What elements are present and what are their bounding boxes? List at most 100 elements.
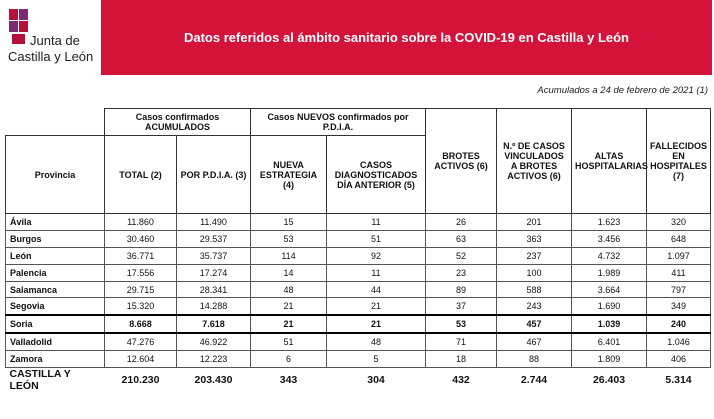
- cell: 8.668: [104, 314, 177, 335]
- date-note: Acumulados a 24 de febrero de 2021 (1): [537, 85, 708, 96]
- row-label: León: [5, 246, 105, 265]
- table-row: León 36.771 35.737 114 92 52 237 4.732 1.097: [5, 246, 711, 265]
- cell: 363: [496, 229, 572, 248]
- table-row: Zamora 12.604 12.223 6 5 18 88 1.809 406: [5, 350, 711, 369]
- cell: 28.341: [176, 280, 251, 299]
- row-label: Soria: [5, 314, 105, 335]
- logo-text: Castilla y León: [8, 49, 94, 64]
- cell: 1.989: [571, 263, 647, 282]
- cell: 12.604: [104, 350, 177, 369]
- group-header: Casos NUEVOS confirmados por P.D.I.A.: [250, 108, 426, 136]
- cell: 35.737: [176, 246, 251, 265]
- cell: 53: [250, 229, 327, 248]
- cell: 5: [326, 350, 426, 369]
- cell: 71: [425, 332, 497, 352]
- blank-cell: [5, 108, 105, 136]
- cell: 89: [425, 280, 497, 299]
- table-row: CASTILLA Y LEÓN 210.230 203.430 343 304 432 2.…: [6, 368, 711, 393]
- cell: 36.771: [104, 246, 177, 265]
- coat-of-arms: [9, 9, 28, 44]
- cell: 37: [425, 297, 497, 316]
- cell: 11: [326, 213, 426, 231]
- cell: 11: [326, 263, 426, 282]
- cell: 1.690: [571, 297, 647, 316]
- cell: 30.460: [104, 229, 177, 248]
- cell: 51: [250, 332, 327, 352]
- column-header: ALTAS HOSPITALARIAS: [571, 108, 648, 214]
- table-body: Ávila 11.860 11.490 15 11 26 201 1.623 320 Burgos…: [5, 213, 711, 393]
- cell: 14.288: [176, 297, 251, 316]
- cell: 797: [646, 280, 711, 299]
- group-header: Casos confirmados ACUMULADOS: [104, 108, 251, 136]
- row-label: Burgos: [5, 229, 105, 248]
- cell: 203.430: [194, 374, 233, 387]
- column-header: CASOS DIAGNOSTICADOS DÍA ANTERIOR (5): [326, 135, 426, 214]
- cell: 23: [425, 263, 497, 282]
- cell: 432: [452, 374, 470, 387]
- logo: Junta de Castilla y León: [6, 8, 96, 74]
- cell: 3.456: [571, 229, 647, 248]
- cell: 17.274: [176, 263, 251, 282]
- cell: 47.276: [104, 332, 177, 352]
- title-banner: Datos referidos al ámbito sanitario sobr…: [101, 0, 712, 75]
- row-label: Valladolid: [5, 332, 105, 352]
- cell: 44: [326, 280, 426, 299]
- cell: 320: [646, 213, 711, 231]
- cell: 100: [496, 263, 572, 282]
- table-row: Ávila 11.860 11.490 15 11 26 201 1.623 320: [5, 213, 711, 231]
- table-row: Burgos 30.460 29.537 53 51 63 363 3.456 648: [5, 229, 711, 248]
- cell: 26: [425, 213, 497, 231]
- column-header: Provincia: [5, 135, 105, 214]
- cell: 1.809: [571, 350, 647, 369]
- cell: 3.664: [571, 280, 647, 299]
- cell: 240: [646, 314, 711, 335]
- cell: 11.490: [176, 213, 251, 231]
- cell: 1.097: [646, 246, 711, 265]
- cell: 46.922: [176, 332, 251, 352]
- cell: 51: [326, 229, 426, 248]
- cell: 11.860: [104, 213, 177, 231]
- cell: 1.039: [571, 314, 647, 335]
- table-row: Palencia 17.556 17.274 14 11 23 100 1.989 411: [5, 263, 711, 282]
- column-header: TOTAL (2): [104, 135, 177, 214]
- cell: 63: [425, 229, 497, 248]
- cell: 2.744: [520, 374, 548, 387]
- title: Datos referidos al ámbito sanitario sobr…: [183, 30, 629, 45]
- table-row: Soria 8.668 7.618 21 21 53 457 1.039 240: [5, 314, 711, 335]
- table-row: Valladolid 47.276 46.922 51 48 71 467 6.401 1.04…: [5, 332, 711, 352]
- cell: 21: [326, 314, 426, 335]
- cell: 15: [250, 213, 327, 231]
- column-header: POR P.D.I.A. (3): [176, 135, 251, 214]
- cell: 18: [425, 350, 497, 369]
- cell: 29.715: [104, 280, 177, 299]
- cell: 237: [496, 246, 572, 265]
- cell: 21: [250, 297, 327, 316]
- cell: 114: [250, 246, 327, 265]
- row-label: Ávila: [5, 213, 105, 231]
- cell: 21: [250, 314, 327, 335]
- row-label: Segovia: [5, 297, 105, 316]
- cell: 12.223: [176, 350, 251, 369]
- column-header: N.º DE CASOS VINCULADOS A BROTES ACTIVOS…: [496, 108, 572, 214]
- cell: 17.556: [104, 263, 177, 282]
- cell: 6: [250, 350, 327, 369]
- cell: 4.732: [571, 246, 647, 265]
- cell: 14: [250, 263, 327, 282]
- cell: 411: [646, 263, 711, 282]
- cell: 406: [646, 350, 711, 369]
- row-label: Zamora: [5, 350, 105, 369]
- cell: 7.618: [176, 314, 251, 335]
- table-row: Salamanca 29.715 28.341 48 44 89 588 3.664 797: [5, 280, 711, 299]
- cell: 53: [425, 314, 497, 335]
- cell: 15.320: [104, 297, 177, 316]
- table-row: Segovia 15.320 14.288 21 21 37 243 1.690 349: [5, 297, 711, 316]
- cell: 201: [496, 213, 572, 231]
- logo-text: Junta de: [30, 33, 80, 48]
- row-label: CASTILLA Y LEÓN: [9, 368, 71, 393]
- cell: 29.537: [176, 229, 251, 248]
- data-table: Casos confirmados ACUMULADOS Casos NUEVO…: [5, 108, 711, 392]
- cell: 1.046: [646, 332, 711, 352]
- cell: 52: [425, 246, 497, 265]
- cell: 343: [279, 374, 298, 387]
